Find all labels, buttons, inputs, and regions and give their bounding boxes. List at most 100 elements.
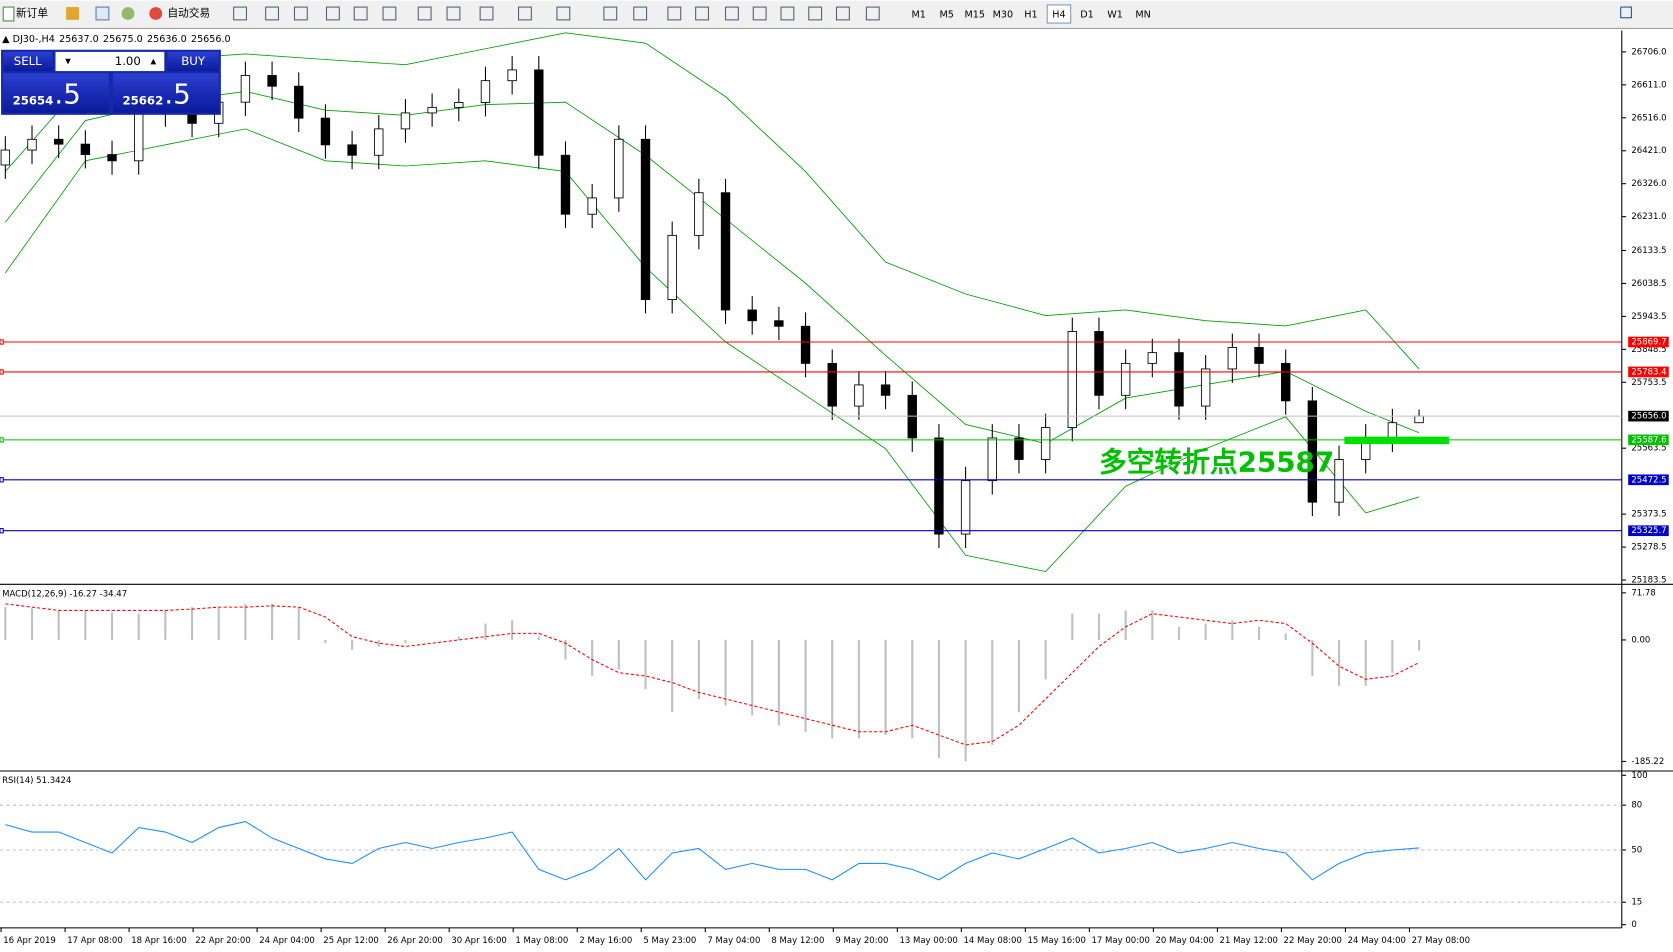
new-order-icon[interactable] [2, 6, 15, 22]
lots-value[interactable]: 1.00 [115, 54, 141, 68]
level-label: 25783.4 [1631, 367, 1666, 377]
y-tick-label: 25278.5 [1631, 543, 1666, 553]
search-icon[interactable] [1620, 6, 1632, 19]
level-label-bg [1628, 366, 1669, 378]
candle-body [934, 437, 944, 535]
toolbar-icon[interactable] [382, 6, 397, 21]
x-tick-label: 7 May 04:00 [707, 936, 760, 946]
toolbar-icon[interactable] [633, 6, 648, 21]
timeframe-button[interactable]: M1 [911, 10, 925, 21]
icon[interactable] [121, 7, 135, 20]
candle-body [720, 192, 731, 311]
current-price-label: 25656.0 [1631, 412, 1666, 422]
sell-button[interactable] [3, 51, 53, 72]
new-order-button[interactable]: 新订单 [16, 6, 48, 19]
toolbar-icon[interactable] [603, 6, 618, 21]
active-timeframe [1046, 4, 1072, 24]
lots-input[interactable] [55, 51, 165, 72]
one-click-trading: SELL 1.00 ▼ ▲ BUY 25654 .5 25662 .5 [1, 49, 221, 115]
bid-box[interactable] [3, 73, 109, 113]
icon[interactable] [66, 7, 79, 20]
candle-body [1120, 362, 1131, 396]
level-handle [0, 528, 4, 534]
y-tick-label: -185.22 [1631, 757, 1664, 767]
toolbar-icon[interactable] [293, 6, 308, 21]
x-tick-label: 22 Apr 20:00 [195, 936, 251, 946]
candle-body [1307, 400, 1318, 503]
ask-box[interactable] [113, 73, 219, 113]
candle-body [1040, 427, 1051, 460]
candle-body [747, 309, 757, 322]
toolbar-icon[interactable] [865, 6, 880, 21]
candle-body [560, 154, 571, 215]
toolbar-icon[interactable] [556, 6, 571, 21]
ask-price: 25662 [122, 93, 163, 107]
candle-body [854, 384, 864, 407]
timeframe-button[interactable]: MN [1135, 10, 1150, 21]
level-label-bg [1628, 434, 1669, 446]
level-label: 25587.6 [1631, 435, 1666, 445]
toolbar-icon[interactable] [233, 6, 248, 21]
candle-body [1254, 347, 1264, 364]
timeframe-button[interactable]: M30 [993, 10, 1014, 21]
header-text: 25637.0 [59, 34, 99, 45]
auto-trading-icon[interactable] [149, 7, 163, 20]
x-tick-label: 16 Apr 2019 [3, 936, 56, 946]
timeframe-button[interactable]: H1 [1024, 10, 1037, 21]
candle-body [507, 69, 517, 82]
timeframe-button[interactable]: D1 [1080, 10, 1094, 21]
header-text: 25675.0 [103, 34, 143, 45]
candle-body [1067, 331, 1077, 429]
toolbar-icon[interactable] [725, 6, 739, 21]
icon[interactable] [95, 6, 110, 21]
candle-body [880, 384, 891, 396]
candle-body [960, 480, 971, 535]
buy-label[interactable]: BUY [181, 54, 206, 68]
timeframe-button[interactable]: M15 [965, 10, 986, 21]
y-tick-label: 26706.0 [1631, 47, 1666, 57]
candle-body [427, 106, 437, 114]
candle-body [667, 234, 677, 300]
x-tick-label: 22 May 20:00 [1284, 936, 1342, 946]
spin-up[interactable]: ▲ [150, 56, 156, 65]
toolbar-icons: M1 M5 M15 M30 H1 H4 D1 W1 MN [233, 4, 1632, 24]
spin-down[interactable]: ▼ [65, 56, 71, 65]
toolbar-icon[interactable] [417, 6, 432, 21]
candle-body [587, 197, 597, 215]
candle-body [0, 149, 11, 166]
candle-body [107, 154, 117, 162]
level-label: 25869.7 [1631, 337, 1666, 347]
y-tick-label: 50 [1631, 845, 1642, 855]
y-tick-label: 25753.5 [1631, 378, 1666, 388]
buy-button[interactable] [167, 51, 219, 72]
candle-body [374, 128, 384, 156]
level-label: 25325.7 [1631, 526, 1666, 536]
toolbar-icon[interactable] [479, 6, 494, 21]
bollinger-lower [4, 128, 1420, 573]
sell-label[interactable]: SELL [14, 54, 42, 68]
toolbar-icon[interactable] [695, 6, 709, 21]
toolbar-icon[interactable] [835, 6, 850, 21]
toolbar-icon[interactable] [808, 6, 823, 21]
toolbar-icon[interactable] [780, 6, 795, 21]
timeframe-button[interactable]: W1 [1107, 10, 1123, 21]
toolbar-icon[interactable] [667, 6, 682, 21]
x-tick-label: 9 May 20:00 [835, 936, 888, 946]
auto-trading-button[interactable]: 自动交易 [168, 6, 211, 19]
toolbar-icon[interactable] [752, 6, 767, 21]
toolbar-icon[interactable] [518, 6, 532, 21]
timeframe-button[interactable]: H4 [1052, 10, 1065, 21]
level-label: 25472.5 [1631, 475, 1666, 485]
y-tick-label: 26421.0 [1631, 146, 1666, 156]
x-tick-label: 18 Apr 16:00 [131, 936, 187, 946]
y-tick-label: 26038.5 [1631, 279, 1666, 289]
timeframe-button[interactable]: M5 [940, 10, 954, 21]
toolbar-icon[interactable] [265, 6, 280, 21]
x-tick-label: 24 May 04:00 [1348, 936, 1406, 946]
candle-body [1200, 368, 1211, 407]
header-text: 25656.0 [191, 34, 231, 45]
toolbar-icon[interactable] [353, 6, 368, 21]
toolbar-icon[interactable] [446, 6, 461, 21]
toolbar-icon[interactable] [325, 6, 340, 21]
header-marker: ▲ [2, 34, 12, 45]
